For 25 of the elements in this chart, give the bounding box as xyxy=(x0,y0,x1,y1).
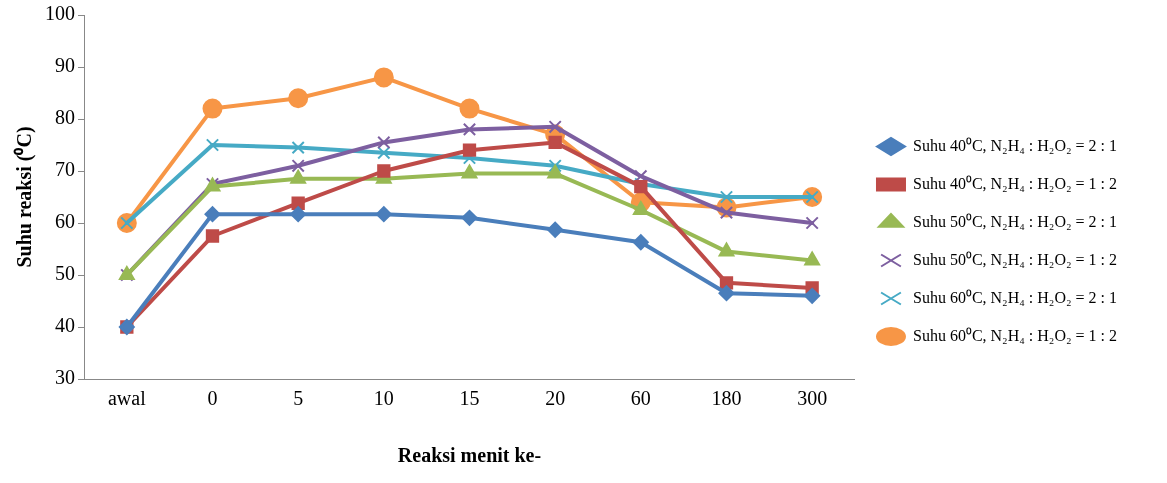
y-tick-label: 50 xyxy=(55,262,75,285)
y-tick-label: 60 xyxy=(55,210,75,233)
y-axis-title: Suhu reaksi (⁰C) xyxy=(13,126,37,268)
x-tick-label: 5 xyxy=(293,387,304,410)
y-tick-label: 40 xyxy=(55,314,75,337)
legend-label: Suhu 40⁰C, N₂H₄ : H₂O₂ = 2 : 1 xyxy=(912,136,1117,154)
y-tick-label: 30 xyxy=(55,366,75,389)
x-tick-label: 20 xyxy=(545,387,566,410)
legend-label: Suhu 60⁰C, N₂H₄ : H₂O₂ = 2 : 1 xyxy=(912,288,1117,306)
legend-label: Suhu 50⁰C, N₂H₄ : H₂O₂ = 2 : 1 xyxy=(912,212,1117,230)
legend-label: Suhu 50⁰C, N₂H₄ : H₂O₂ = 1 : 2 xyxy=(912,250,1117,268)
x-tick-label: 0 xyxy=(207,387,218,410)
x-tick-label: 15 xyxy=(459,387,480,410)
y-tick-label: 90 xyxy=(55,54,75,77)
y-tick-label: 100 xyxy=(45,2,75,25)
legend-label: Suhu 40⁰C, N₂H₄ : H₂O₂ = 1 : 2 xyxy=(912,174,1117,192)
x-axis-title: Reaksi menit ke- xyxy=(397,444,542,467)
legend-label: Suhu 60⁰C, N₂H₄ : H₂O₂ = 1 : 2 xyxy=(912,326,1117,344)
y-tick-label: 80 xyxy=(55,106,75,129)
x-tick-label: 300 xyxy=(797,387,828,410)
x-tick-label: awal xyxy=(107,387,147,410)
x-tick-label: 180 xyxy=(711,387,742,410)
x-tick-label: 10 xyxy=(373,387,394,410)
y-tick-label: 70 xyxy=(55,158,75,181)
x-tick-label: 60 xyxy=(630,387,651,410)
